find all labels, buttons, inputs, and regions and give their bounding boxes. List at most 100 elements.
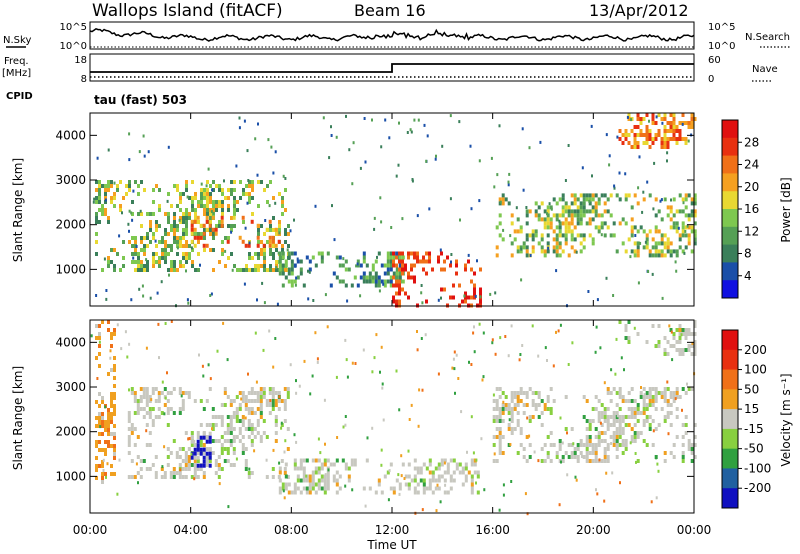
heatmap-cell [299, 478, 303, 483]
heatmap-cell [257, 268, 260, 272]
heatmap-cell [214, 231, 218, 236]
heatmap-cell [122, 256, 125, 260]
heatmap-cell [227, 236, 230, 240]
heatmap-cell [581, 455, 583, 458]
heatmap-cell [630, 407, 634, 411]
heatmap-cell [160, 475, 164, 479]
heatmap-cell [621, 133, 625, 137]
heatmap-cell [501, 403, 505, 407]
heatmap-cell [383, 283, 387, 288]
heatmap-cell [202, 243, 206, 248]
heatmap-cell [299, 462, 303, 467]
heatmap-cell [281, 204, 284, 208]
heatmap-cell [651, 237, 655, 242]
heatmap-cell [663, 137, 667, 141]
heatmap-cell [281, 212, 284, 216]
heatmap-cell [528, 387, 532, 391]
heatmap-cell [257, 240, 260, 244]
heatmap-cell [678, 209, 682, 214]
heatmap-cell [591, 209, 595, 214]
heatmap-cell [666, 145, 670, 149]
heatmap-cell [684, 225, 688, 230]
heatmap-cell [383, 279, 387, 284]
heatmap-cell [256, 391, 260, 395]
x-tick-label: 00:00 [677, 523, 712, 537]
heatmap-cell [110, 392, 113, 396]
heatmap-cell [549, 411, 553, 415]
heatmap-cell [681, 443, 685, 447]
heatmap-cell [555, 269, 558, 273]
heatmap-cell [104, 452, 107, 456]
heatmap-cell [202, 455, 206, 460]
heatmap-cell [254, 264, 257, 268]
heatmap-cell [573, 193, 577, 198]
heatmap-cell [127, 427, 131, 431]
heatmap-cell [582, 201, 586, 206]
heatmap-cell [193, 439, 196, 443]
heatmap-cell [130, 298, 133, 302]
heatmap-cell [687, 213, 691, 218]
heatmap-cell [672, 225, 676, 230]
heatmap-cell [158, 256, 161, 260]
heatmap-cell [170, 268, 173, 272]
heatmap-cell [582, 245, 586, 250]
heatmap-cell [212, 204, 215, 208]
heatmap-cell [645, 241, 649, 246]
heatmap-cell [190, 223, 194, 228]
heatmap-cell [594, 205, 598, 210]
heatmap-cell [455, 271, 458, 276]
heatmap-cell [615, 411, 619, 415]
heatmap-cell [681, 229, 685, 234]
heatmap-cell [221, 248, 224, 252]
heatmap-cell [199, 263, 201, 267]
heatmap-cell [208, 459, 212, 463]
heatmap-cell [160, 467, 164, 471]
heatmap-cell [410, 130, 413, 134]
heatmap-cell [287, 490, 291, 495]
heatmap-cell [585, 419, 589, 423]
heatmap-cell [227, 204, 230, 208]
heatmap-cell [389, 251, 393, 256]
heatmap-cell [693, 443, 697, 447]
heatmap-cell [281, 268, 284, 272]
heatmap-cell [395, 478, 399, 483]
heatmap-cell [450, 253, 453, 256]
heatmap-cell [314, 482, 318, 487]
heatmap-cell [314, 470, 318, 475]
heatmap-cell [284, 232, 287, 236]
heatmap-cell [561, 209, 565, 214]
heatmap-cell [354, 362, 357, 365]
heatmap-cell [131, 252, 134, 256]
heatmap-cell [238, 116, 241, 120]
heatmap-cell [618, 171, 621, 175]
heatmap-cell [193, 471, 197, 475]
heatmap-cell [612, 439, 616, 443]
heatmap-cell [125, 192, 128, 196]
heatmap-cell [483, 488, 486, 492]
heatmap-cell [272, 268, 275, 272]
heatmap-cell [416, 251, 419, 256]
heatmap-cell [690, 117, 694, 121]
heatmap-cell [107, 328, 110, 332]
heatmap-cell [401, 267, 404, 272]
heatmap-cell [478, 199, 481, 203]
heatmap-cell [303, 359, 306, 363]
heatmap-cell [634, 234, 637, 237]
heatmap-cell [348, 148, 351, 152]
heatmap-cell [220, 435, 224, 439]
heatmap-cell [113, 332, 116, 336]
heatmap-cell [229, 427, 233, 431]
heatmap-cell [326, 478, 330, 483]
heatmap-cell [669, 241, 673, 246]
heatmap-cell [618, 415, 622, 419]
heatmap-cell [579, 209, 583, 214]
heatmap-cell [373, 216, 376, 220]
heatmap-cell [428, 251, 431, 256]
x-tick-label: 04:00 [173, 523, 208, 537]
heatmap-cell [182, 220, 185, 224]
heatmap-cell [232, 399, 236, 403]
heatmap-cell [687, 328, 691, 332]
heatmap-cell [407, 486, 411, 491]
heatmap-cell [209, 232, 212, 236]
